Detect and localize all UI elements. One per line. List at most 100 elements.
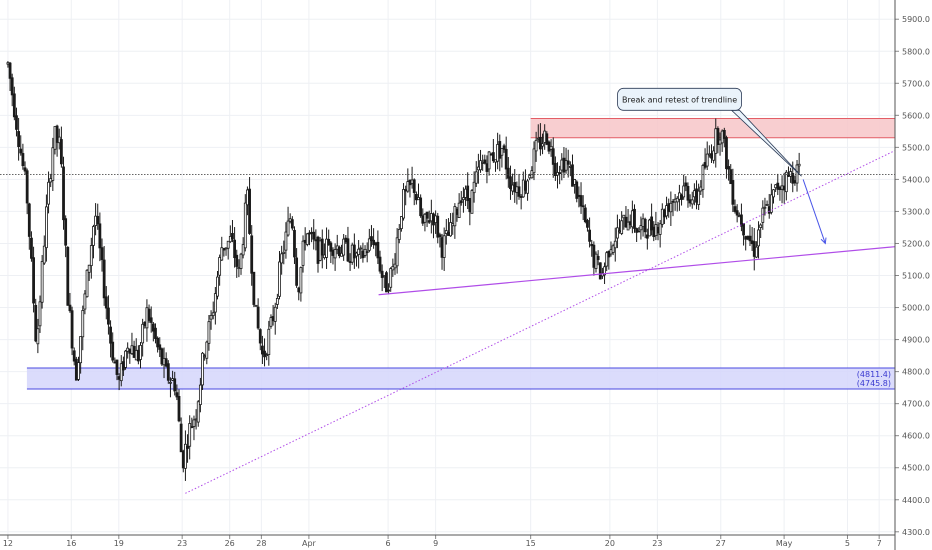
candle-bullish: [83, 293, 87, 310]
candle-bullish: [697, 190, 701, 206]
candle-bearish: [667, 203, 671, 212]
candle-bullish: [342, 238, 346, 256]
candle-bullish: [675, 197, 679, 203]
candle-bullish: [288, 218, 292, 222]
candle-bearish: [635, 228, 639, 233]
candle-bullish: [472, 181, 476, 194]
candle-bullish: [47, 181, 50, 205]
candle-bearish: [524, 181, 527, 191]
candle-bearish: [96, 216, 100, 225]
candle-bearish: [652, 226, 656, 238]
candle-bullish: [765, 204, 769, 206]
candle-bearish: [553, 162, 557, 176]
candle-bearish: [23, 167, 27, 172]
candle-bullish: [145, 307, 149, 329]
candle-bullish: [126, 347, 130, 352]
candle-bearish: [310, 232, 313, 234]
candle-bullish: [648, 219, 651, 237]
candle-bearish: [248, 188, 251, 234]
candle-bearish: [98, 223, 102, 249]
candle-bearish: [716, 128, 720, 145]
candle-bearish: [250, 235, 254, 274]
candle-bearish: [113, 361, 117, 364]
candle-bullish: [194, 418, 198, 421]
candle-bearish: [308, 232, 311, 235]
candle-bearish: [177, 396, 181, 422]
candle-bearish: [64, 218, 68, 246]
candle-bullish: [85, 269, 89, 298]
candle-bearish: [787, 174, 790, 177]
candle-bullish: [139, 344, 142, 360]
candle-bullish: [784, 171, 788, 193]
candle-bullish: [340, 252, 343, 257]
candle-bearish: [633, 208, 636, 229]
y-tick-label: 4600.0: [902, 432, 930, 441]
candle-bearish: [425, 211, 429, 219]
candle-bullish: [269, 317, 273, 327]
candle-bullish: [673, 198, 677, 203]
candle-bullish: [626, 221, 630, 231]
candle-bearish: [551, 148, 555, 165]
y-tick-label: 5300.0: [902, 207, 930, 216]
candle-bearish: [293, 229, 296, 258]
candle-bullish: [761, 207, 765, 223]
candle-bullish: [89, 245, 93, 267]
candle-bearish: [186, 446, 189, 449]
zone-layer: (4811.4)(4745.8): [26, 118, 896, 390]
candle-bearish: [346, 238, 350, 262]
candle-bearish: [598, 262, 602, 280]
candle-bearish: [117, 376, 121, 380]
candle-bullish: [239, 253, 243, 269]
y-tick-label: 4500.0: [902, 464, 930, 473]
horizontal-support-trendline: [378, 246, 896, 296]
candle-bullish: [94, 215, 97, 226]
candle-bearish: [506, 167, 510, 179]
x-tick-label: 16: [66, 539, 76, 548]
candle-bullish: [226, 240, 230, 249]
candle-bearish: [703, 162, 707, 168]
candle-bearish: [637, 230, 641, 233]
candle-bullish: [49, 178, 53, 183]
candle-bearish: [607, 250, 611, 258]
candle-bearish: [438, 234, 442, 238]
x-tick-label: 26: [225, 539, 235, 548]
projection-arrow-head: [820, 237, 827, 245]
candle-bearish: [378, 256, 382, 272]
candle-bearish: [149, 317, 153, 323]
candle-bullish: [141, 323, 145, 344]
candle-bullish: [192, 419, 196, 427]
candle-bullish: [188, 423, 192, 447]
candle-bearish: [590, 243, 594, 247]
candle-bullish: [318, 240, 322, 261]
candle-bearish: [21, 153, 25, 167]
candle-bullish: [532, 148, 536, 174]
candle-bearish: [558, 172, 562, 174]
candle-bearish: [643, 218, 647, 233]
candle-bullish: [45, 206, 48, 249]
candle-bearish: [671, 200, 675, 203]
candle-bullish: [196, 401, 200, 423]
candle-bullish: [267, 328, 271, 355]
x-tick-label: 27: [716, 539, 726, 548]
candle-bullish: [605, 252, 609, 267]
candle-bullish: [224, 247, 228, 250]
candle-bearish: [485, 163, 489, 172]
candle-bullish: [393, 263, 397, 269]
candle-bearish: [455, 208, 459, 215]
candle-bullish: [797, 163, 801, 167]
annotation-box: [617, 87, 742, 111]
candle-bullish: [521, 179, 525, 198]
candle-bullish: [526, 180, 529, 194]
candle-bullish: [124, 350, 127, 368]
candle-bearish: [729, 169, 733, 185]
candle-bearish: [740, 214, 743, 227]
candle-bullish: [528, 174, 532, 179]
candle-bearish: [181, 450, 185, 469]
candle-bullish: [496, 144, 500, 162]
candle-bearish: [776, 182, 780, 190]
candle-bearish: [74, 358, 78, 381]
candle-bullish: [654, 224, 658, 237]
candle-bullish: [417, 197, 420, 201]
drawing-layer: Break and retest of trendline: [0, 87, 896, 494]
